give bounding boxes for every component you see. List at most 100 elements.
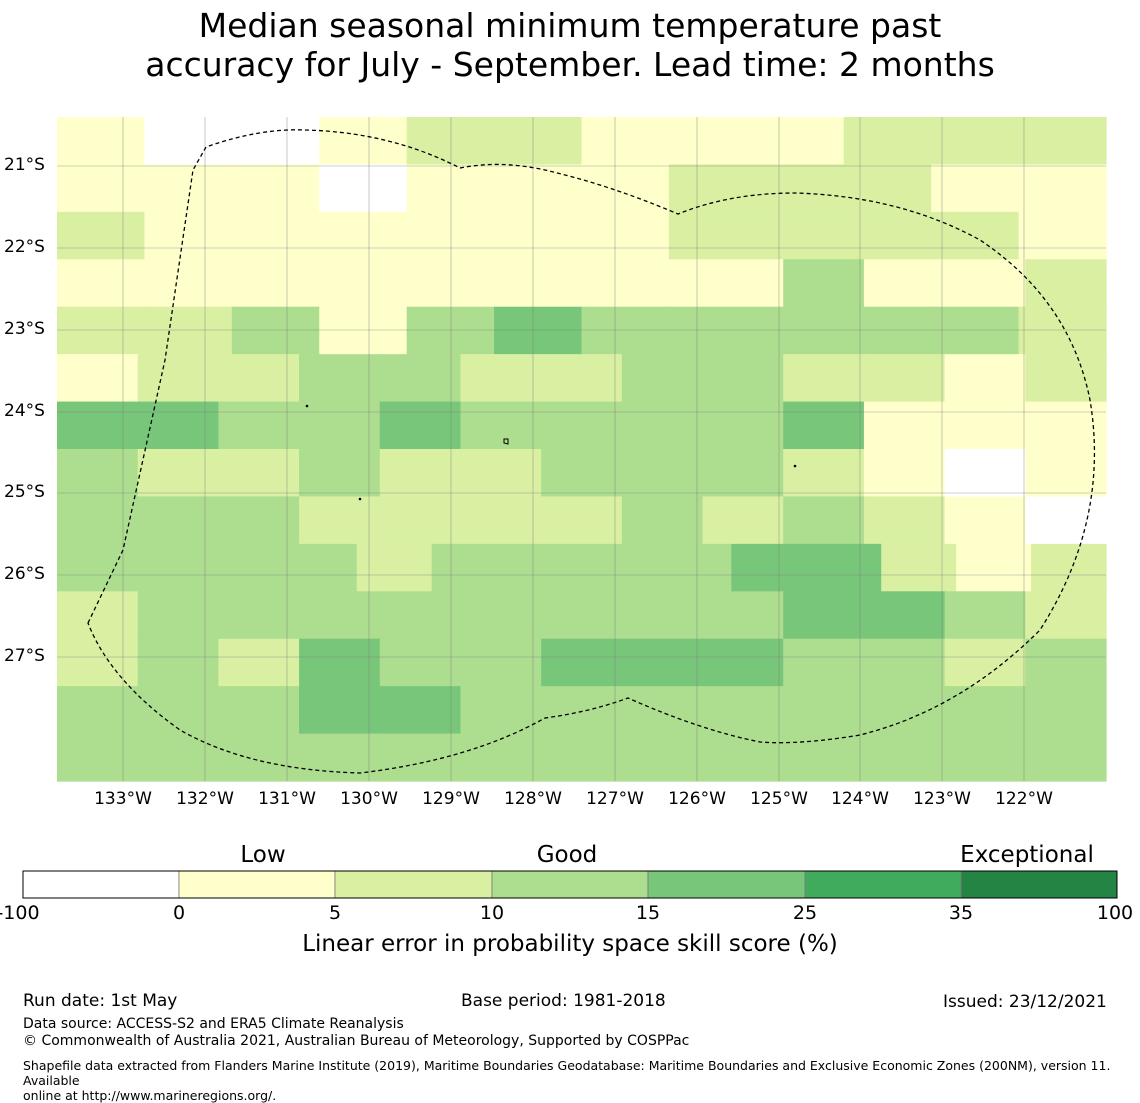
lat-label: 21°S <box>4 155 45 175</box>
skill-cell <box>621 591 704 640</box>
skill-cell <box>863 259 946 308</box>
skill-cell <box>702 591 784 640</box>
skill-cell <box>494 164 583 213</box>
islands <box>305 404 797 501</box>
lon-label: 127°W <box>586 789 644 809</box>
skill-cell <box>621 259 704 308</box>
skill-cell <box>783 686 865 735</box>
skill-cell <box>460 591 542 640</box>
lon-label: 125°W <box>750 789 808 809</box>
skill-cell <box>144 211 233 260</box>
skill-cell <box>668 211 757 260</box>
skill-cell <box>144 117 233 166</box>
skill-cell <box>218 259 300 308</box>
colorbar-swatch <box>178 870 336 899</box>
skill-cell <box>379 259 462 308</box>
skill-cell <box>379 401 462 450</box>
skill-cell <box>460 354 542 403</box>
skill-cell <box>319 306 408 355</box>
eez-boundary <box>87 129 1096 774</box>
skill-cell <box>783 449 865 498</box>
skill-cell <box>379 449 462 498</box>
category-exceptional: Exceptional <box>960 842 1094 868</box>
skill-cell <box>218 591 300 640</box>
skill-cell <box>231 306 320 355</box>
title-line-1: Median seasonal minimum temperature past <box>198 6 942 45</box>
skill-cell <box>863 496 946 545</box>
skill-cell <box>541 496 623 545</box>
skill-cell <box>702 733 784 782</box>
skill-cell <box>299 259 381 308</box>
lon-label: 129°W <box>422 789 480 809</box>
skill-cell <box>379 591 462 640</box>
island-dot <box>793 464 797 468</box>
skill-cell <box>1025 449 1107 498</box>
skill-cell <box>702 259 784 308</box>
skill-cell <box>137 496 219 545</box>
skill-cell <box>944 354 1026 403</box>
colorbar-swatch <box>960 870 1118 899</box>
skill-cell <box>756 211 845 260</box>
skill-cell <box>218 733 300 782</box>
skill-cell <box>541 591 623 640</box>
skill-cell <box>621 496 704 545</box>
colorbar-swatch <box>22 870 180 899</box>
skill-cell <box>137 591 219 640</box>
category-good: Good <box>536 842 598 868</box>
skill-cell <box>57 638 139 687</box>
lon-label: 132°W <box>176 789 234 809</box>
skill-cell <box>57 164 146 213</box>
skill-cell <box>406 211 495 260</box>
skill-cell <box>1025 686 1107 735</box>
colorbar-tick: 35 <box>948 902 974 924</box>
skill-cell <box>299 638 381 687</box>
skill-cell <box>863 733 946 782</box>
skill-cell <box>581 306 670 355</box>
colorbar-tick: 10 <box>479 902 505 924</box>
skill-cell <box>218 401 300 450</box>
colorbar-swatch <box>647 870 806 899</box>
colorbar-tick: 25 <box>792 902 818 924</box>
skill-cell <box>299 354 381 403</box>
skill-cell <box>944 591 1026 640</box>
skill-cell <box>541 401 623 450</box>
skill-cell <box>406 117 495 166</box>
skill-cell <box>460 401 542 450</box>
skill-cell <box>494 306 583 355</box>
issued-date: Issued: 23/12/2021 <box>943 992 1107 1012</box>
skill-cell <box>863 449 946 498</box>
island-outline <box>503 438 509 445</box>
colorbar-tick: -100 <box>0 902 40 924</box>
island-dot <box>305 404 309 408</box>
data-source: Data source: ACCESS-S2 and ERA5 Climate … <box>23 1016 404 1032</box>
skill-cell <box>581 543 658 592</box>
skill-cell <box>137 401 219 450</box>
skill-cell <box>541 733 623 782</box>
skill-cell <box>460 496 542 545</box>
skill-cell <box>460 733 542 782</box>
skill-cell <box>494 211 583 260</box>
skill-cell <box>756 164 845 213</box>
skill-cell <box>1025 259 1107 308</box>
skill-cell <box>783 591 865 640</box>
skill-cell <box>137 259 219 308</box>
skill-cell <box>1018 306 1107 355</box>
skill-cell <box>319 117 408 166</box>
skill-cell <box>137 638 219 687</box>
skill-cell <box>218 354 300 403</box>
skill-cell <box>843 164 932 213</box>
skill-cell <box>581 164 670 213</box>
skill-cell <box>57 259 139 308</box>
skill-cell <box>57 733 139 782</box>
skill-cell <box>460 449 542 498</box>
base-period: Base period: 1981-2018 <box>461 991 666 1011</box>
skill-cell <box>231 117 320 166</box>
skill-cell <box>137 733 219 782</box>
skill-cell <box>218 496 300 545</box>
title-line-2: accuracy for July - September. Lead time… <box>145 45 995 84</box>
copyright: © Commonwealth of Australia 2021, Austra… <box>23 1033 690 1049</box>
skill-cell <box>299 401 381 450</box>
skill-cell <box>621 449 704 498</box>
skill-cell <box>1031 543 1107 592</box>
shapefile-credit: Shapefile data extracted from Flanders M… <box>23 1058 1135 1103</box>
